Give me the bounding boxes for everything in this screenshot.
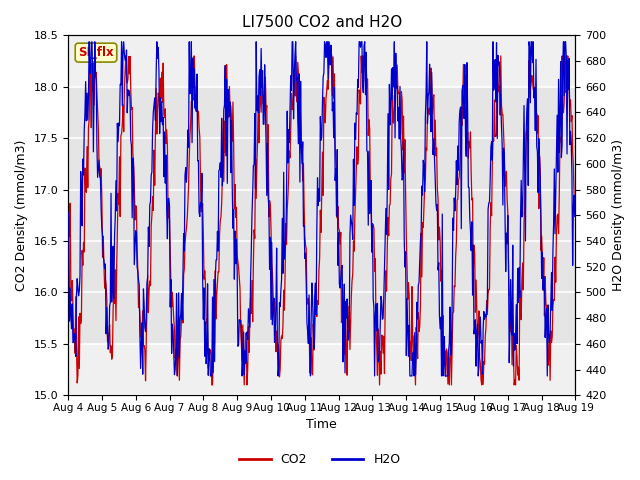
Legend: CO2, H2O: CO2, H2O <box>234 448 406 471</box>
Title: LI7500 CO2 and H2O: LI7500 CO2 and H2O <box>242 15 402 30</box>
Y-axis label: CO2 Density (mmol/m3): CO2 Density (mmol/m3) <box>15 140 28 291</box>
Bar <box>68 87 575 344</box>
X-axis label: Time: Time <box>307 419 337 432</box>
Text: SI_flx: SI_flx <box>78 46 114 59</box>
Y-axis label: H2O Density (mmol/m3): H2O Density (mmol/m3) <box>612 139 625 291</box>
